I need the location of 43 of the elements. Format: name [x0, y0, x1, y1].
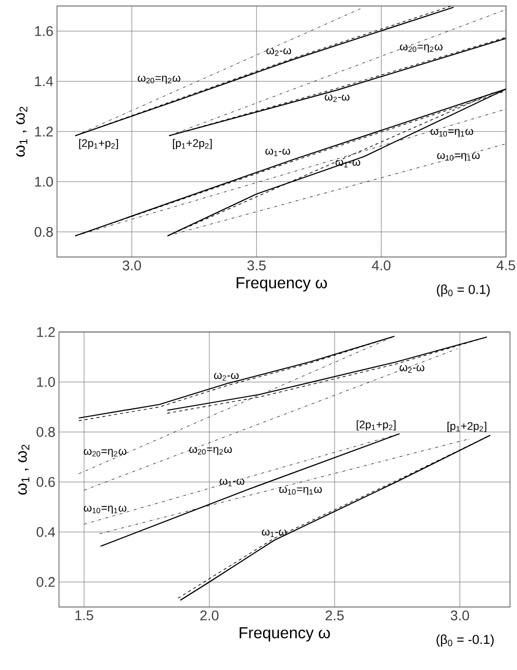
annotation: ω$_{10}$=η$_{1}$ω	[437, 153, 480, 162]
text: (β$_{0}$ = 0.1)	[436, 284, 490, 297]
annotation: ω$_{2}$-ω	[400, 365, 424, 373]
x-tick-label: 4.0	[372, 260, 390, 270]
y-axis-title: ω$_{1}$ , ω$_{2}$	[18, 444, 30, 495]
x-tick-label: 3.0	[450, 610, 470, 620]
annotation: [p$_{1}$+2p$_{2}$]	[448, 422, 486, 432]
y-tick-label: 1.4	[35, 76, 54, 86]
annotation: [p$_{1}$+2p$_{2}$]	[172, 138, 212, 150]
annotation: [2p$_{1}$+p$_{2}$]	[79, 138, 118, 150]
annotation: ω$_{2}$-ω	[214, 373, 239, 381]
annotation: ω$_{10}$=η$_{1}$ω	[279, 486, 322, 496]
x-tick-label: 2.5	[326, 610, 344, 620]
annotation: ω$_{2}$-ω	[266, 48, 292, 56]
y-tick-label: 1.2	[37, 327, 55, 337]
y-tick-label: 0.4	[36, 527, 56, 537]
x-tick-label: 2.0	[200, 610, 218, 620]
x-tick-label: 3.0	[122, 260, 141, 270]
x-tick-label: 4.5	[496, 260, 516, 270]
y-tick-label: 0.8	[34, 226, 53, 237]
annotation: ω$_{10}$=η$_{1}$ω	[430, 128, 474, 138]
y-tick-label: 0.2	[36, 577, 55, 587]
annotation: ω$_{20}$=η$_{2}$ω	[400, 44, 442, 52]
annotation: ω$_{20}$=η$_{2}$ω	[189, 446, 232, 456]
y-tick-label: 1.2	[35, 126, 53, 136]
annotation: [2p$_{1}$+p$_{2}$]	[356, 420, 396, 431]
y-tick-label: 1.0	[35, 176, 53, 187]
x-tick-label: 1.5	[75, 610, 94, 620]
x-tick-label: 3.5	[247, 260, 266, 270]
y-axis-title: ω$_{1}$ , ω$_{2}$	[16, 106, 28, 157]
x-axis-title: Frequency ω	[240, 627, 330, 642]
y-tick-label: 0.8	[36, 427, 55, 437]
annotation: ω$_{20}$=η$_{2}$ω	[138, 76, 180, 84]
annotation: ω$_{10}$=η$_{1}$ω	[84, 506, 126, 514]
y-tick-label: 0.6	[36, 477, 55, 487]
annotation: ω$_{20}$=η$_{2}$ω	[84, 448, 126, 458]
text: (β$_{0}$ = -0.1)	[436, 634, 494, 647]
annotation: ω$_{1}$-ω	[265, 148, 290, 156]
annotation: ω$_{2}$-ω	[324, 94, 350, 102]
y-tick-label: 1.0	[37, 377, 55, 387]
annotation: ω$_{1}$-ω	[220, 478, 244, 486]
x-axis-title: Frequency ω	[236, 277, 327, 292]
y-tick-label: 1.6	[35, 26, 53, 36]
